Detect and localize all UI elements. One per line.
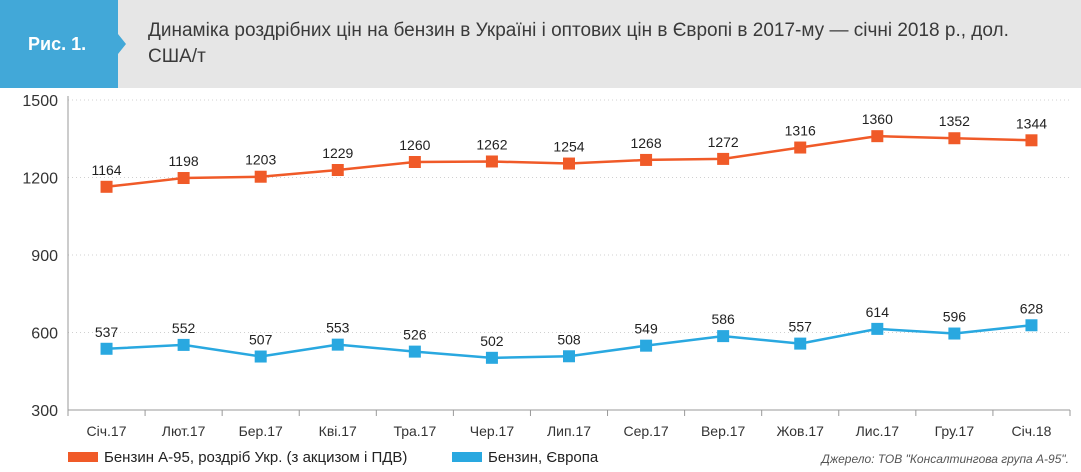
header-bar [0,0,1081,88]
data-label: 526 [403,327,427,343]
legend-item-ukr: Бензин А-95, роздріб Укр. (з акцизом і П… [68,448,408,466]
x-tick-label: Жов.17 [776,423,824,439]
x-tick-label: Січ.18 [1011,423,1051,439]
data-point [485,351,498,364]
data-point [563,157,575,170]
data-label: 549 [634,321,658,337]
data-label: 1360 [862,111,893,127]
data-label: 508 [557,331,581,347]
x-tick-label: Сер.17 [623,423,668,439]
data-label: 1254 [553,139,584,155]
data-point [254,170,267,183]
data-label: 1316 [785,123,816,139]
data-point [331,164,344,177]
data-point [1025,134,1038,147]
line-chart: 300 600 900 1200 1500 Січ.17 Лют.17 Бер.17 Кві.1… [22,93,1071,439]
legend-item-eu: Бензин, Європа [452,448,599,466]
y-tick-label: 1500 [22,93,58,110]
data-label: 586 [711,311,735,327]
data-label: 1203 [245,152,276,168]
x-tick-label: Тра.17 [393,423,436,439]
data-point [331,338,344,351]
x-tick-label: Лис.17 [856,423,900,439]
legend-label-eu: Бензин, Європа [488,448,599,466]
data-label: 596 [943,309,967,325]
data-label: 1164 [91,162,121,178]
data-label: 1352 [939,113,970,129]
legend-label-ukr: Бензин А-95, роздріб Укр. (з акцизом і П… [104,448,408,466]
data-point [948,132,961,145]
figure-label: Рис. 1. [28,34,87,54]
data-point [717,152,730,165]
data-point [100,180,113,193]
data-point [871,322,884,335]
data-label: 1260 [399,137,430,153]
data-label: 537 [95,324,119,340]
data-point [408,345,421,358]
data-label: 1198 [169,153,199,169]
x-tick-label: Лип.17 [547,423,591,439]
data-point [485,155,498,168]
data-label: 614 [866,304,890,320]
y-tick-label: 1200 [22,171,58,188]
x-tick-label: Гру.17 [935,423,975,439]
data-label: 557 [789,319,813,335]
x-tick-label: Кві.17 [319,423,357,439]
y-tick-label: 900 [31,248,58,265]
data-label: 1344 [1016,115,1047,131]
data-point [408,156,421,168]
data-label: 502 [480,333,504,349]
data-point [563,350,575,363]
data-point [794,141,807,154]
data-point [254,350,267,363]
data-point [871,130,884,143]
data-point [794,337,807,350]
data-point [948,327,961,340]
y-tick-label: 300 [31,403,58,420]
source-note: Джерело: ТОВ "Консалтингова група А-95". [821,452,1069,466]
y-tick-label: 600 [31,326,58,343]
data-point [100,342,113,355]
x-tick-label: Лют.17 [162,423,206,439]
data-point [717,330,730,343]
data-label: 1229 [322,145,353,161]
x-tick-label: Чер.17 [470,423,515,439]
data-label: 1262 [476,136,507,152]
data-point [177,172,190,185]
data-label: 553 [326,320,350,336]
data-point [640,153,653,166]
x-tick-label: Бер.17 [239,423,283,439]
legend-swatch-eu [452,452,482,462]
data-label: 628 [1020,300,1044,316]
data-label: 1268 [630,135,661,151]
legend-swatch-ukr [68,452,98,462]
data-point [177,338,190,351]
x-tick-label: Січ.17 [87,423,127,439]
figure-badge [0,0,126,88]
data-label: 552 [172,320,196,336]
x-tick-label: Вер.17 [701,423,746,439]
data-label: 1272 [708,134,739,150]
data-label: 507 [249,332,273,348]
data-point [640,339,653,352]
chart-title: Динаміка роздрібних цін на бензин в Укра… [148,20,1009,67]
data-point [1025,319,1038,332]
